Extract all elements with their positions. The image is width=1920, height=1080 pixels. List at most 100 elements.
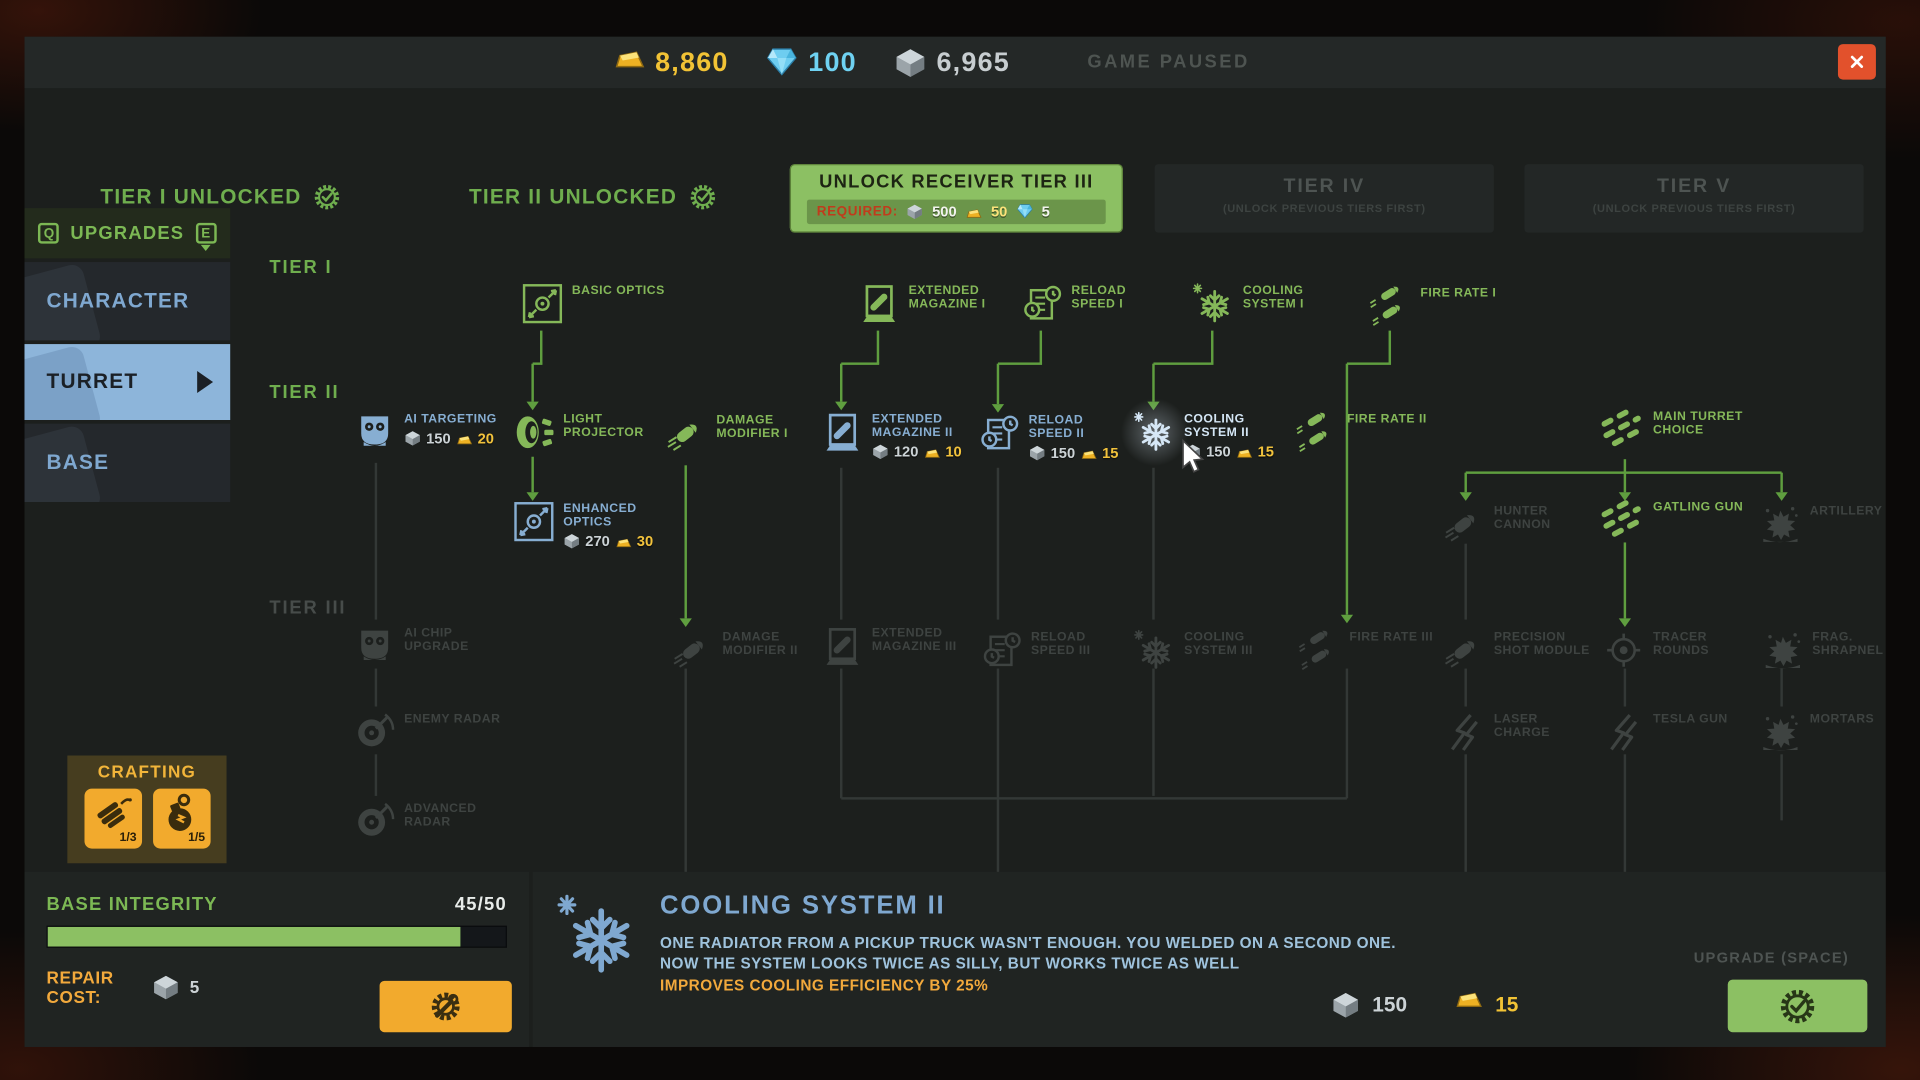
node-tracer-rounds[interactable]: TRACER ROUNDS (1602, 628, 1754, 672)
node-gatling-gun[interactable]: GATLING GUN (1601, 498, 1744, 542)
node-label: FIRE RATE II (1346, 412, 1427, 427)
node-extended-magazine-1[interactable]: EXTENDED MAGAZINE I (857, 282, 1009, 326)
base-integrity-fill (47, 926, 460, 947)
crafting-count: 1/5 (188, 831, 206, 845)
tier4-sublabel: (UNLOCK PREVIOUS TIERS FIRST) (1222, 202, 1426, 215)
node-precision-shot-module[interactable]: PRECISION SHOT MODULE (1442, 628, 1594, 672)
connector (840, 668, 843, 799)
repair-button[interactable] (379, 980, 512, 1033)
node-tesla-gun[interactable]: TESLA GUN (1602, 710, 1728, 754)
node-label: ADVANCED RADAR (404, 802, 477, 829)
connector-arrow (1618, 492, 1632, 501)
crafting-count: 1/3 (119, 831, 137, 845)
sidebar-item-label: BASE (46, 450, 110, 474)
node-fire-rate-1[interactable]: FIRE RATE I (1369, 284, 1496, 328)
sidebar-item-character[interactable]: CHARACTER (24, 262, 231, 341)
top-bar: 8,860 100 6,965 GAME PAUSED (24, 36, 1886, 89)
repair-cost: 5 (152, 973, 199, 1001)
upgrade-button[interactable] (1727, 979, 1868, 1033)
tier5-locked-panel[interactable]: TIER V (UNLOCK PREVIOUS TIERS FIRST) (1524, 164, 1864, 233)
metal-cube-icon (563, 533, 580, 550)
connector (531, 456, 534, 493)
connector (840, 363, 843, 402)
node-fire-rate-2[interactable]: FIRE RATE II (1296, 410, 1427, 454)
node-cooling-system-2[interactable]: COOLING SYSTEM II 150 15 (1117, 395, 1285, 469)
node-label: RELOAD SPEED III (1031, 630, 1091, 658)
connector (1780, 472, 1783, 493)
node-label: BASIC OPTICS (571, 284, 665, 298)
node-label: TRACER ROUNDS (1653, 630, 1710, 658)
bullets6-icon (1601, 498, 1646, 542)
node-label: FRAG. SHRAPNEL (1812, 630, 1884, 658)
node-reload-speed-2[interactable]: RELOAD SPEED II 150 15 (977, 411, 1129, 462)
connector (684, 465, 687, 619)
node-ai-targeting[interactable]: AI TARGETING 150 20 (353, 410, 497, 454)
optics-icon (520, 282, 564, 326)
connector (841, 362, 880, 365)
tier1-unlocked-badge: TIER I UNLOCKED (100, 184, 340, 211)
node-label: FIRE RATE I (1420, 286, 1497, 301)
node-cooling-system-1[interactable]: COOLING SYSTEM I (1191, 282, 1343, 326)
connector (876, 330, 880, 364)
close-icon (1849, 54, 1865, 70)
gold-icon (456, 430, 473, 447)
gear-check-icon (1779, 988, 1816, 1025)
tier1-row-label: TIER I (269, 257, 333, 278)
node-cost-metal: 120 (893, 443, 919, 461)
connector (1346, 362, 1392, 365)
snowflake-icon (1117, 395, 1192, 469)
robot-icon (353, 624, 397, 668)
node-damage-modifier-1[interactable]: DAMAGE MODIFIER I (665, 411, 817, 455)
node-enemy-radar[interactable]: ENEMY RADAR (353, 710, 501, 754)
connector (540, 330, 543, 364)
node-label: PRECISION SHOT MODULE (1493, 630, 1590, 658)
node-hunter-cannon[interactable]: HUNTER CANNON (1442, 502, 1594, 546)
node-main-turret-choice[interactable]: MAIN TURRET CHOICE (1601, 408, 1754, 452)
radar-icon (353, 710, 397, 754)
sidebar: Q UPGRADES E CHARACTER TURRET BASE (24, 208, 231, 503)
crafting-slot-grenade[interactable]: 1/5 (152, 788, 211, 849)
node-reload-speed-1[interactable]: RELOAD SPEED I (1020, 282, 1172, 326)
connector (1464, 472, 1467, 493)
node-advanced-radar[interactable]: ADVANCED RADAR (353, 800, 505, 844)
robot-icon (353, 410, 397, 454)
node-ai-chip-upgrade[interactable]: AI CHIP UPGRADE (353, 624, 505, 668)
reload-icon (980, 628, 1024, 672)
node-label: DAMAGE MODIFIER II (722, 630, 798, 658)
tier4-label: TIER IV (1283, 176, 1366, 198)
node-cooling-system-3[interactable]: COOLING SYSTEM III (1133, 628, 1285, 672)
connector (531, 363, 534, 402)
node-label: AI TARGETING (404, 412, 497, 427)
connector (374, 462, 378, 620)
tier3-row-label: TIER III (269, 597, 347, 619)
unlock-tier3-button[interactable]: UNLOCK RECEIVER TIER III REQUIRED: 500 5… (789, 164, 1123, 233)
node-reload-speed-3[interactable]: RELOAD SPEED III (980, 628, 1132, 672)
bullets6-icon (1601, 408, 1646, 452)
connector (1623, 542, 1627, 619)
tier2-unlocked-badge: TIER II UNLOCKED (469, 184, 716, 211)
node-fire-rate-3[interactable]: FIRE RATE III (1298, 628, 1433, 672)
connector (1153, 362, 1214, 365)
node-light-projector[interactable]: LIGHT PROJECTOR (512, 410, 664, 454)
node-basic-optics[interactable]: BASIC OPTICS (520, 282, 664, 326)
sidebar-item-label: CHARACTER (46, 288, 190, 313)
node-label: EXTENDED MAGAZINE II (871, 412, 953, 440)
node-enhanced-optics[interactable]: ENHANCED OPTICS 270 30 (512, 500, 664, 550)
node-extended-magazine-3[interactable]: EXTENDED MAGAZINE III (820, 624, 972, 668)
node-artillery[interactable]: ARTILLERY (1758, 502, 1882, 546)
diamond-amount: 100 (808, 46, 857, 78)
node-damage-modifier-2[interactable]: DAMAGE MODIFIER II (671, 628, 823, 672)
tier4-locked-panel[interactable]: TIER IV (UNLOCK PREVIOUS TIERS FIRST) (1154, 164, 1494, 233)
connector (1152, 363, 1155, 402)
tier2-unlocked-label: TIER II UNLOCKED (468, 184, 678, 209)
node-frag-shrapnel[interactable]: FRAG. SHRAPNEL (1761, 628, 1886, 672)
diamond-icon (765, 46, 798, 79)
sidebar-title: UPGRADES (70, 222, 185, 244)
node-mortars[interactable]: MORTARS (1758, 710, 1874, 754)
sidebar-item-turret[interactable]: TURRET (24, 344, 231, 421)
close-button[interactable] (1837, 44, 1876, 80)
node-laser-charge[interactable]: LASER CHARGE (1442, 710, 1594, 754)
crafting-slot-dynamite[interactable]: 1/3 (83, 788, 142, 849)
node-extended-magazine-2[interactable]: EXTENDED MAGAZINE II 120 10 (820, 410, 972, 460)
sidebar-item-base[interactable]: BASE (24, 423, 231, 503)
